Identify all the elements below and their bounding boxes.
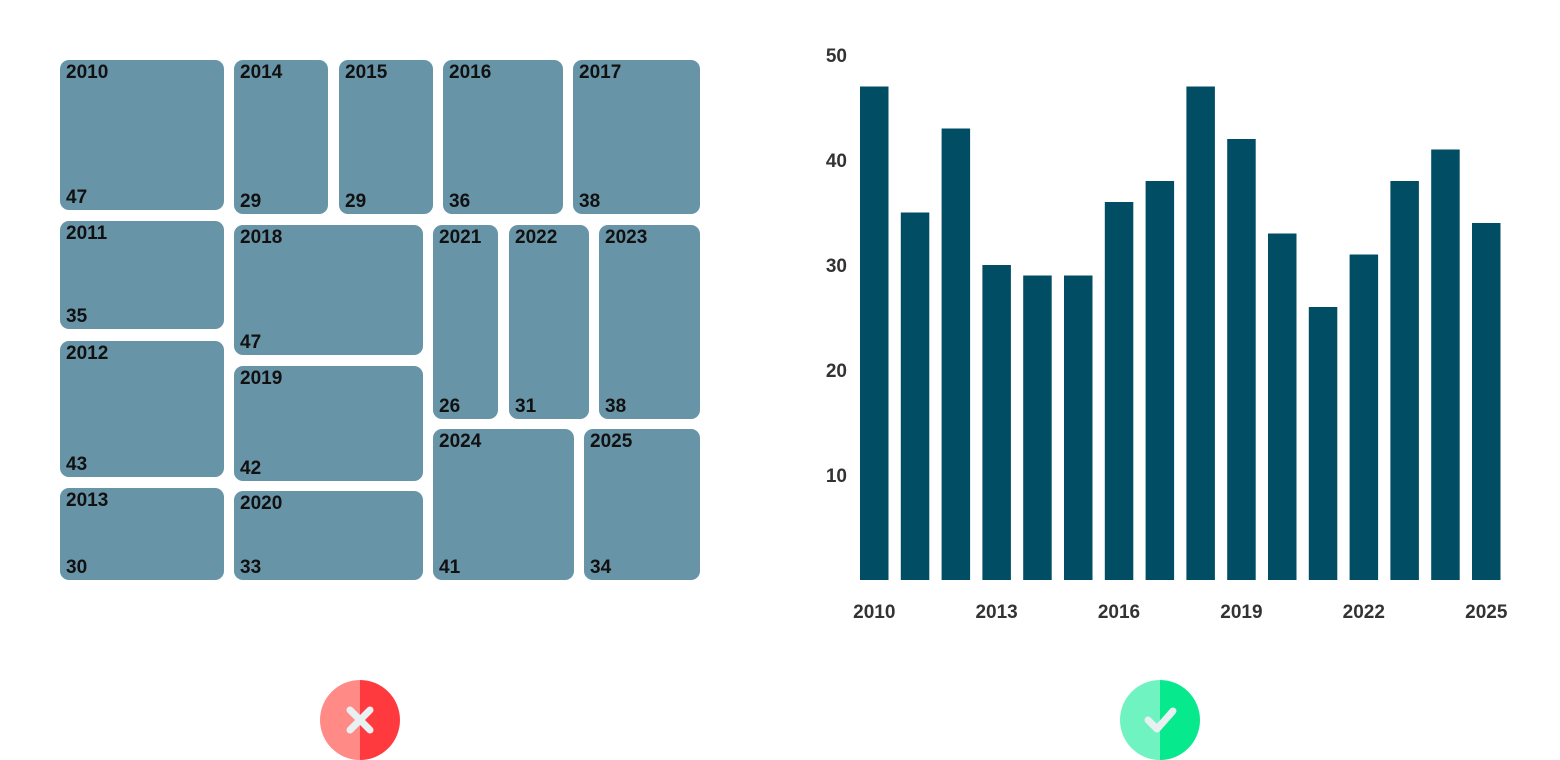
treemap-tile: 2013 30 (60, 488, 224, 580)
tile-year-label: 2014 (240, 62, 283, 83)
tile-year-label: 2011 (66, 223, 108, 244)
tile-year-label: 2010 (66, 62, 109, 83)
x-tick-label: 2025 (1465, 602, 1508, 623)
treemap-tile: 2010 47 (60, 60, 224, 210)
treemap-tile: 2012 43 (60, 341, 224, 477)
cross-badge (320, 680, 400, 760)
tile-year-label: 2022 (515, 227, 558, 248)
bar (1349, 254, 1379, 580)
treemap-tile: 2011 35 (60, 221, 224, 329)
check-badge (1120, 680, 1200, 760)
y-tick-label: 10 (826, 466, 847, 487)
bar (900, 212, 930, 580)
tile-value-label: 36 (449, 191, 471, 212)
bar (941, 128, 971, 580)
bar (1268, 233, 1297, 580)
tile-year-label: 2025 (590, 431, 633, 452)
tile-value-label: 43 (66, 454, 88, 475)
tile-value-label: 33 (240, 557, 262, 578)
tile-year-label: 2020 (240, 493, 283, 514)
tile-year-label: 2015 (345, 62, 388, 83)
bar (1145, 181, 1175, 580)
treemap-tile: 2025 34 (584, 429, 700, 580)
treemap-tile: 2017 38 (573, 60, 700, 214)
tile-value-label: 31 (515, 396, 537, 417)
check-icon (1144, 707, 1177, 733)
treemap-tile: 2019 42 (234, 366, 423, 481)
tile-value-label: 38 (605, 396, 627, 417)
treemap-tile: 2021 26 (433, 225, 498, 419)
bar (982, 265, 1011, 580)
bar (1227, 139, 1256, 580)
bar (1186, 86, 1215, 580)
treemap-tile: 2015 29 (339, 60, 433, 214)
tile-value-label: 30 (66, 557, 88, 578)
bar (1431, 149, 1460, 580)
treemap-chart: 2010 47 2011 35 2012 43 2013 30 2014 29 2015 29 2016… (0, 0, 780, 640)
treemap-tile: 2023 38 (599, 225, 700, 419)
treemap-tile: 2014 29 (234, 60, 328, 214)
tile-year-label: 2018 (240, 227, 283, 248)
tile-value-label: 34 (590, 557, 612, 578)
treemap-tile: 2020 33 (234, 491, 423, 580)
x-tick-label: 2019 (1220, 602, 1262, 623)
bar (1472, 223, 1501, 580)
y-tick-label: 40 (826, 151, 847, 172)
cross-icon (346, 706, 374, 734)
tile-value-label: 41 (439, 557, 461, 578)
tile-year-label: 2016 (449, 62, 492, 83)
tile-year-label: 2013 (66, 490, 109, 511)
bar (860, 86, 889, 580)
y-tick-label: 30 (826, 256, 847, 277)
tile-year-label: 2012 (66, 343, 109, 364)
tile-value-label: 29 (240, 191, 262, 212)
bar (1308, 307, 1338, 580)
x-tick-label: 2022 (1343, 602, 1385, 623)
tile-year-label: 2019 (240, 368, 283, 389)
tile-value-label: 26 (439, 396, 461, 417)
y-tick-label: 20 (826, 361, 847, 382)
tile-year-label: 2024 (439, 431, 482, 452)
tile-value-label: 35 (66, 306, 88, 327)
tile-value-label: 38 (579, 191, 601, 212)
tile-year-label: 2017 (579, 62, 622, 83)
bar (1064, 275, 1093, 580)
tile-year-label: 2023 (605, 227, 648, 248)
treemap-tile: 2018 47 (234, 225, 423, 355)
tile-value-label: 42 (240, 458, 262, 479)
treemap-tile: 2024 41 (433, 429, 574, 580)
x-tick-label: 2013 (975, 602, 1017, 623)
y-tick-label: 50 (826, 46, 847, 67)
x-tick-label: 2016 (1098, 602, 1140, 623)
tile-year-label: 2021 (439, 227, 482, 248)
bar (1104, 202, 1134, 580)
bar (1023, 275, 1052, 580)
tile-value-label: 29 (345, 191, 367, 212)
tile-value-label: 47 (240, 332, 262, 353)
treemap-tile: 2022 31 (509, 225, 589, 419)
bar-chart: 10 20 30 40 50 2010 2013 2016 2019 2022 2025 (826, 46, 1508, 623)
tile-value-label: 47 (66, 187, 88, 208)
x-tick-label: 2010 (853, 602, 895, 623)
bar (1390, 181, 1419, 580)
treemap-tile: 2016 36 (443, 60, 563, 214)
